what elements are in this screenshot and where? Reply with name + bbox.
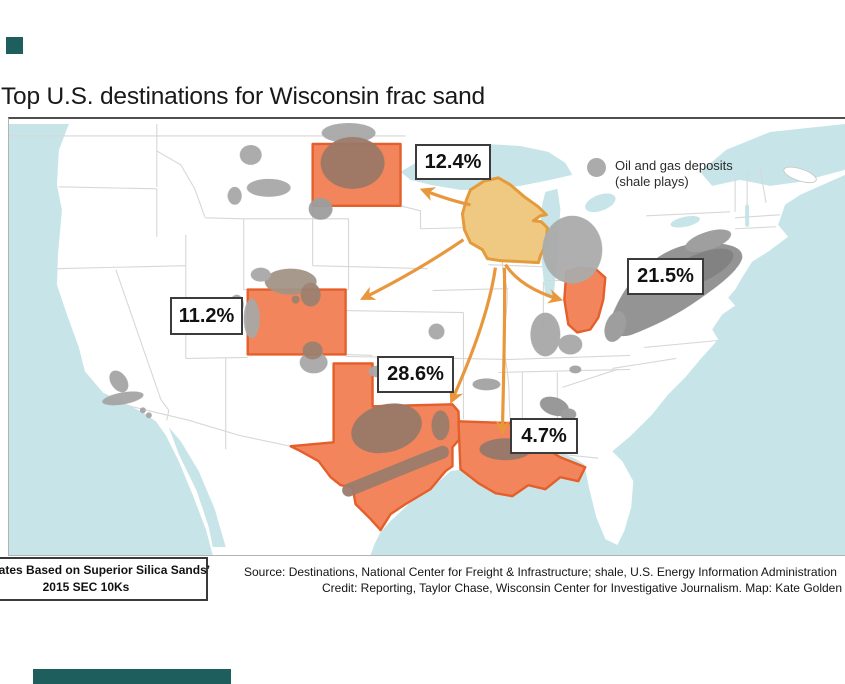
footnote-line2: 2015 SEC 10Ks bbox=[42, 580, 130, 594]
legend-line2: (shale plays) bbox=[615, 174, 689, 189]
deposit-michigan-basin bbox=[542, 215, 603, 284]
deposit-fayetteville bbox=[472, 378, 501, 391]
pacific-ocean bbox=[9, 123, 213, 555]
gulf-of-st-lawrence bbox=[700, 123, 845, 186]
arrow-to-north-dakota bbox=[419, 187, 471, 207]
label-louisiana-share: 4.7% bbox=[510, 418, 578, 454]
footnote-box: Estimates Based on Superior Silica Sands… bbox=[0, 557, 211, 601]
deposit-eagle-ford bbox=[342, 445, 449, 497]
nova-scotia bbox=[783, 166, 817, 184]
lake-huron bbox=[585, 193, 616, 213]
credit-line: Credit: Reporting, Taylor Chase, Wiscons… bbox=[322, 581, 843, 595]
deposit-illinois-basin bbox=[530, 312, 561, 357]
lake-champlain bbox=[745, 204, 750, 227]
arrow-to-colorado bbox=[359, 238, 465, 301]
page-title: Top U.S. destinations for Wisconsin frac… bbox=[1, 83, 485, 110]
legend-line1: Oil and gas deposits bbox=[615, 158, 733, 173]
deposit-permian bbox=[351, 403, 422, 454]
label-ohio-share: 21.5% bbox=[627, 258, 704, 295]
footnote-line1: Estimates Based on Superior Silica Sands… bbox=[0, 563, 211, 577]
teal-accent-square bbox=[6, 37, 23, 54]
lake-ontario bbox=[670, 215, 700, 228]
arrow-to-texas bbox=[449, 267, 498, 405]
deposit-barnett bbox=[431, 410, 450, 441]
source-line: Source: Destinations, National Center fo… bbox=[244, 565, 837, 579]
atlantic-and-gulf bbox=[370, 174, 845, 555]
label-north-dakota-share: 12.4% bbox=[415, 144, 491, 180]
map-legend: Oil and gas deposits (shale plays) bbox=[587, 158, 733, 190]
arrow-to-ohio bbox=[504, 263, 564, 304]
label-texas-share: 28.6% bbox=[377, 356, 454, 393]
flow-arrows bbox=[359, 187, 564, 436]
label-colorado-share: 11.2% bbox=[170, 297, 243, 335]
teal-accent-bar bbox=[33, 669, 231, 684]
deposit-bakken bbox=[320, 136, 385, 189]
gulf-of-california bbox=[168, 427, 226, 548]
arrow-to-louisiana bbox=[495, 267, 510, 436]
deposit-legend-icon bbox=[587, 158, 606, 177]
